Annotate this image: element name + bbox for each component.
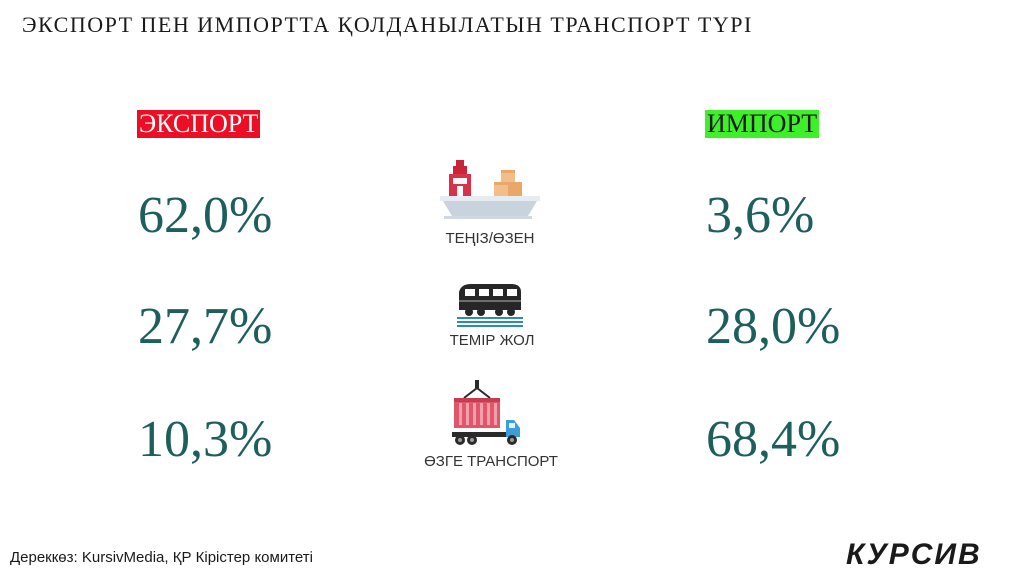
export-value-sea-river: 62,0% xyxy=(138,187,273,244)
cargo-ship-icon xyxy=(440,160,540,219)
import-header: ИМПОРТ xyxy=(705,109,820,138)
chart-title: ЭКСПОРТ ПЕН ИМПОРТТА ҚОЛДАНЫЛАТЫН ТРАНСП… xyxy=(22,12,753,37)
mode-label-other: ӨЗГЕ ТРАНСПОРТ xyxy=(424,453,558,470)
mode-label-railway: ТЕМІР ЖОЛ xyxy=(449,332,535,349)
import-value-railway: 28,0% xyxy=(706,298,841,355)
mode-label-sea-river: ТЕҢІЗ/ӨЗЕН xyxy=(445,230,535,247)
export-value-railway: 27,7% xyxy=(138,298,273,355)
import-value-other: 68,4% xyxy=(706,411,841,468)
export-header: ЭКСПОРТ xyxy=(137,109,261,138)
import-value-sea-river: 3,6% xyxy=(706,187,815,244)
container-truck-icon xyxy=(452,380,520,445)
source-note: Дереккөз: KursivMedia, ҚР Кірістер комит… xyxy=(10,549,313,566)
brand-logo: КУРСИВ xyxy=(846,538,982,571)
export-value-other: 10,3% xyxy=(138,411,273,468)
train-icon xyxy=(457,284,523,327)
